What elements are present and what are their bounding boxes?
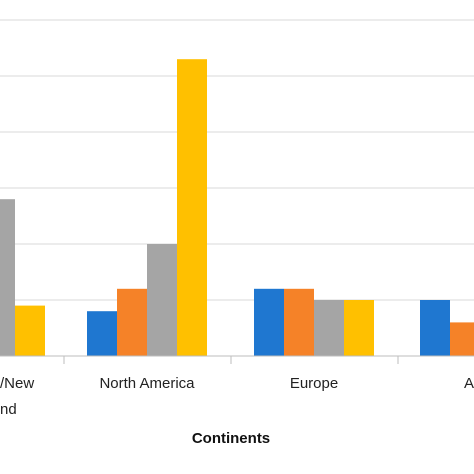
x-tick-label-asia: A <box>464 375 474 392</box>
x-axis <box>0 355 474 364</box>
bar-europe-s2 <box>284 288 314 356</box>
bar-asia-s2 <box>450 322 474 356</box>
bar-australia-new-zealand-s4 <box>15 305 45 356</box>
bar-north-america-s4 <box>177 59 207 356</box>
bar-asia-s1 <box>420 300 450 356</box>
bar-europe-s1 <box>254 288 284 356</box>
bar-europe-s4 <box>344 300 374 356</box>
bar-australia-new-zealand-s3 <box>0 199 15 356</box>
bars <box>0 59 474 356</box>
x-tick-label-australia-line1: /New <box>0 375 34 392</box>
bar-north-america-s3 <box>147 244 177 356</box>
bar-north-america-s1 <box>87 311 117 356</box>
x-tick-label-europe: Europe <box>290 375 338 392</box>
x-tick-label-australia-line2: nd <box>0 401 17 418</box>
gridlines <box>0 19 474 301</box>
x-tick-labels: /New nd North America Europe A <box>0 375 474 418</box>
x-axis-title: Continents <box>192 430 270 447</box>
x-tick-label-north-america: North America <box>99 375 195 392</box>
bar-north-america-s2 <box>117 288 147 356</box>
bar-europe-s3 <box>314 300 344 356</box>
